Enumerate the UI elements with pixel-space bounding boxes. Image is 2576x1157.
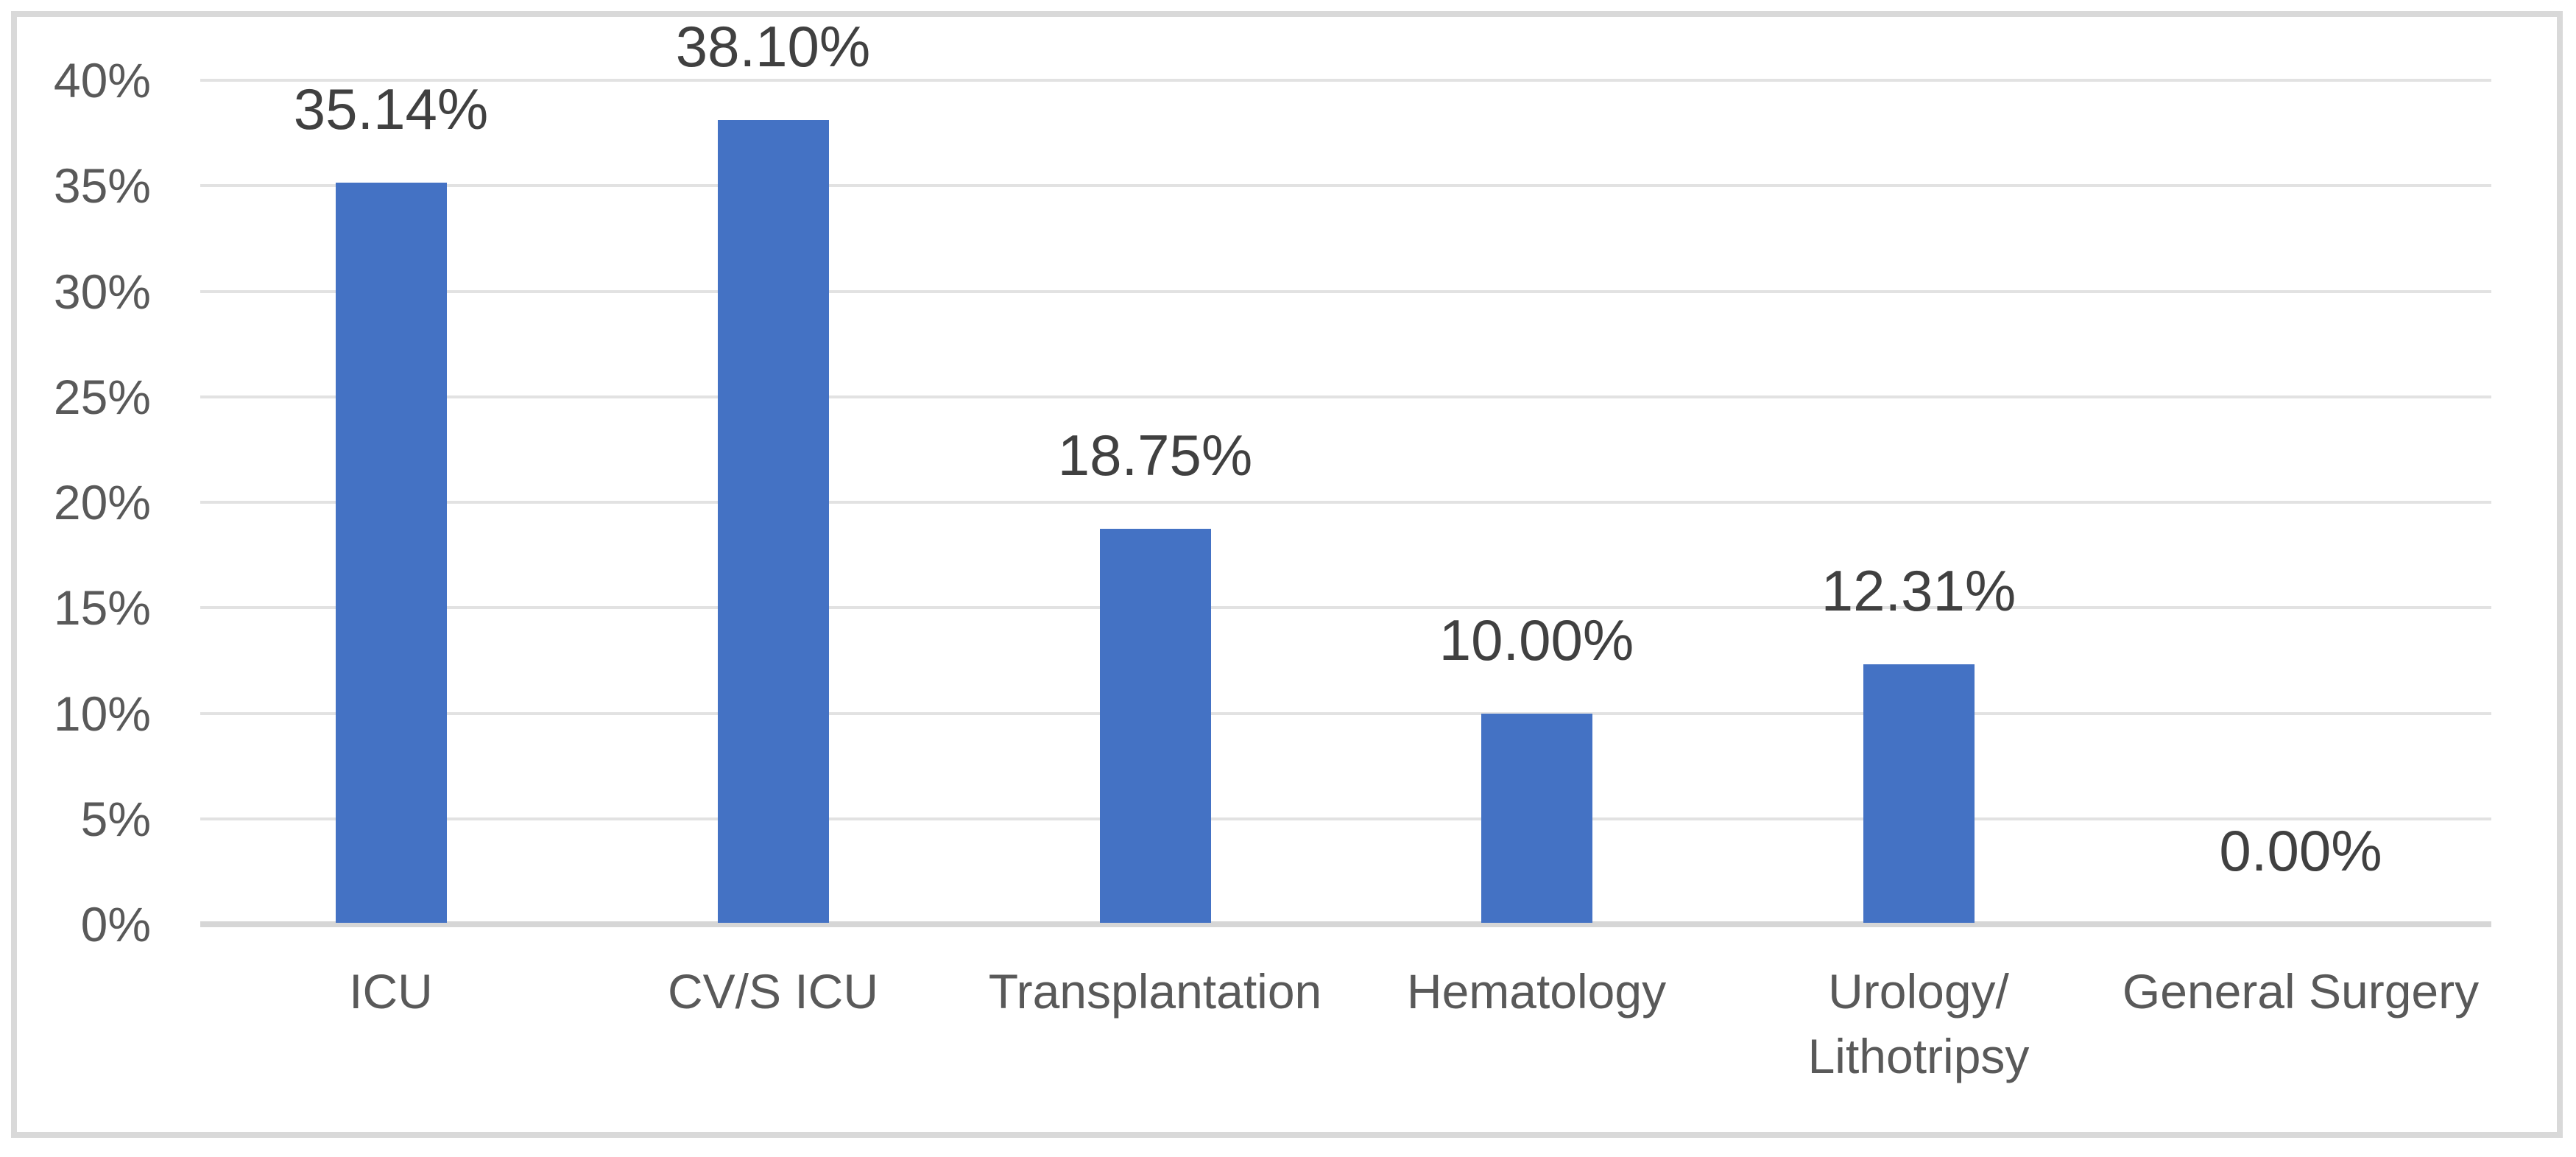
gridline-25%: [200, 395, 2491, 398]
category-label-icu: ICU: [349, 964, 433, 1019]
data-label-cv-s-icu: 38.10%: [675, 14, 871, 80]
bar-hematology: [1481, 713, 1592, 923]
bar-cv-s-icu: [717, 120, 829, 923]
y-tick-label-40%: 40%: [53, 53, 151, 108]
category-label-cv-s-icu: CV/S ICU: [667, 964, 879, 1019]
category-label-hematology: Hematology: [1406, 964, 1667, 1019]
data-label-transplantation: 18.75%: [1057, 422, 1253, 488]
bar-urology-lithotripsy: [1863, 664, 1975, 923]
y-tick-label-0%: 0%: [80, 897, 151, 952]
bar-icu: [335, 183, 447, 923]
gridline-40%: [200, 79, 2491, 82]
gridline-15%: [200, 606, 2491, 610]
gridline-5%: [200, 817, 2491, 820]
y-tick-label-35%: 35%: [53, 158, 151, 214]
y-tick-label-20%: 20%: [53, 475, 151, 530]
data-label-general-surgery: 0.00%: [2219, 818, 2382, 883]
data-label-hematology: 10.00%: [1439, 607, 1634, 672]
gridline-35%: [200, 184, 2491, 188]
gridline-30%: [200, 289, 2491, 293]
data-label-icu: 35.14%: [293, 77, 489, 142]
data-label-urology-lithotripsy: 12.31%: [1821, 558, 2016, 624]
bar-transplantation: [1099, 528, 1211, 923]
x-axis-line: [200, 921, 2491, 927]
y-tick-label-25%: 25%: [53, 369, 151, 424]
category-label-general-surgery: General Surgery: [2122, 964, 2480, 1019]
gridline-10%: [200, 711, 2491, 715]
y-tick-label-10%: 10%: [53, 686, 151, 741]
gridline-20%: [200, 501, 2491, 504]
y-tick-label-15%: 15%: [53, 580, 151, 636]
category-label-transplantation: Transplantation: [988, 964, 1322, 1019]
y-tick-label-30%: 30%: [53, 264, 151, 319]
category-label-urology-lithotripsy: Urology/ Lithotripsy: [1807, 964, 2030, 1083]
y-tick-label-5%: 5%: [80, 791, 151, 846]
